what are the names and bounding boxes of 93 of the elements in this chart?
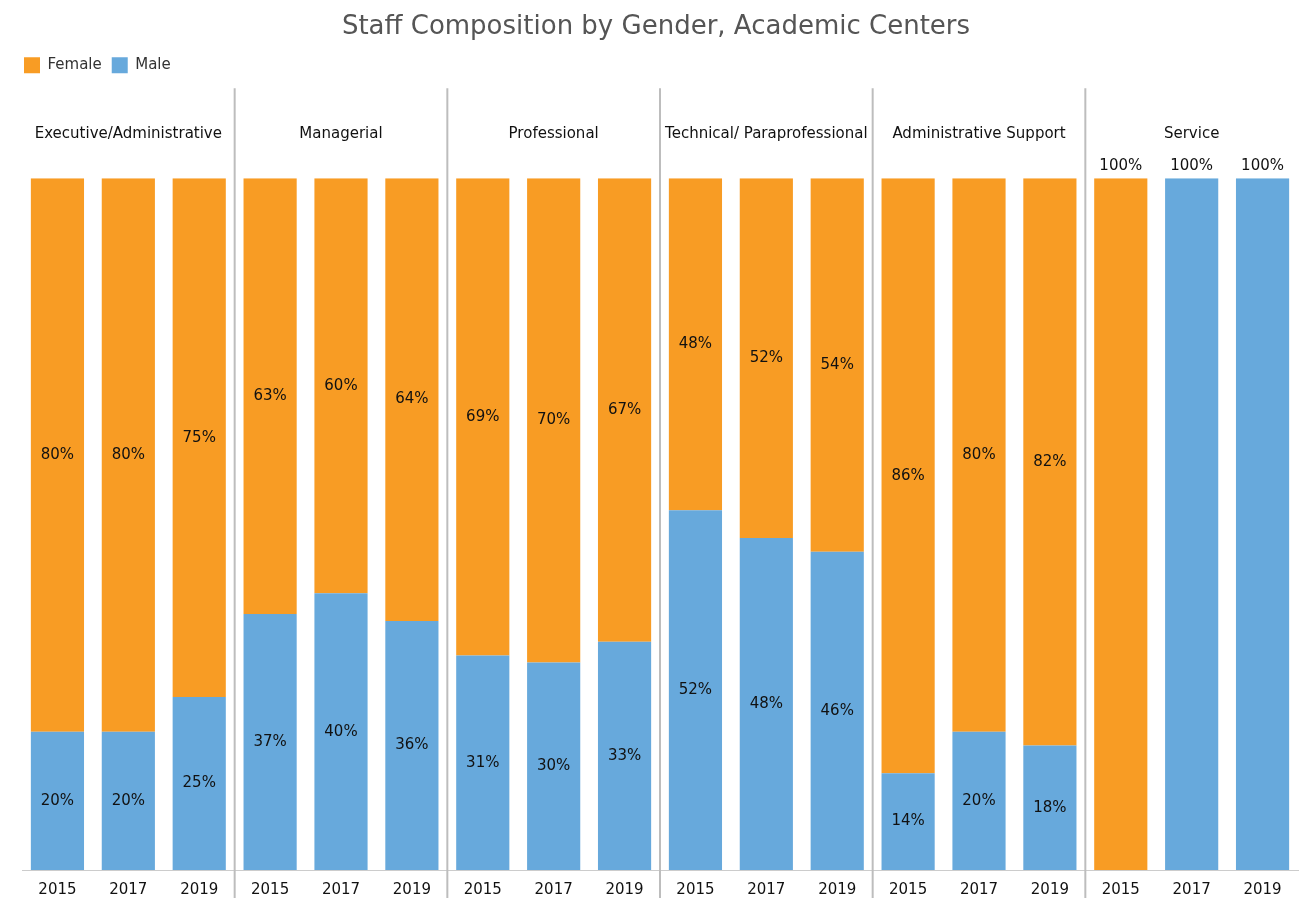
bar <box>314 593 368 870</box>
bar <box>810 178 864 552</box>
data-label: 33% <box>607 745 642 764</box>
x-tick-label: 2015 <box>463 879 502 898</box>
x-tick-label: 2017 <box>1172 879 1211 898</box>
data-label: 37% <box>253 731 287 750</box>
bar <box>597 178 652 642</box>
legend-label: Male <box>135 55 171 74</box>
data-label: 20% <box>40 790 75 809</box>
x-tick-label: 2019 <box>392 879 431 898</box>
data-label: 14% <box>891 811 925 830</box>
bar <box>881 178 935 774</box>
x-tick-label: 2017 <box>109 879 148 898</box>
x-tick-label: 2017 <box>321 879 361 898</box>
bar <box>30 178 85 732</box>
data-label: 67% <box>607 399 642 418</box>
x-tick-label: 2017 <box>534 879 573 898</box>
bar <box>243 614 297 870</box>
bar <box>172 697 226 870</box>
data-label: 69% <box>466 406 500 425</box>
text: Technical/ Paraprofessional <box>664 124 868 143</box>
x-tick-label: 2015 <box>1101 879 1140 898</box>
legend-label: Female <box>47 55 102 74</box>
bar <box>810 551 864 870</box>
bar <box>172 178 226 698</box>
data-label: 48% <box>678 334 713 353</box>
data-label: 100% <box>1170 156 1214 175</box>
bar <box>527 662 581 870</box>
data-label: 86% <box>891 465 925 484</box>
data-label: 18% <box>1033 797 1067 816</box>
x-tick-label: 2019 <box>818 879 857 898</box>
bar <box>385 620 439 870</box>
data-label: 48% <box>749 693 784 712</box>
x-tick-label: 2015 <box>889 879 928 898</box>
bar <box>952 178 1006 732</box>
data-label: 75% <box>182 427 216 446</box>
text: Administrative Support <box>892 124 1066 143</box>
bar <box>101 731 155 870</box>
data-label: 52% <box>749 347 784 366</box>
data-label: 54% <box>820 354 854 373</box>
text: Executive/Administrative <box>34 124 222 143</box>
x-tick-label: 2015 <box>676 879 715 898</box>
x-tick-label: 2019 <box>180 879 219 898</box>
bar <box>1023 745 1077 870</box>
bar <box>1165 178 1219 870</box>
data-label: 80% <box>111 444 146 463</box>
x-tick-label: 2017 <box>747 879 786 898</box>
data-label: 100% <box>1099 156 1143 175</box>
x-tick-label: 2015 <box>251 879 290 898</box>
x-tick-label: 2017 <box>959 879 999 898</box>
bar <box>952 731 1006 870</box>
bar <box>243 178 297 615</box>
data-label: 46% <box>820 700 854 719</box>
bar <box>597 641 652 870</box>
bar <box>668 178 723 511</box>
data-label: 70% <box>536 410 571 429</box>
data-label: 82% <box>1033 451 1067 470</box>
data-label: 52% <box>678 680 713 699</box>
bar <box>456 655 510 870</box>
bar <box>1094 178 1148 870</box>
data-label: 31% <box>466 752 500 771</box>
bar <box>456 178 510 656</box>
data-label: 80% <box>962 444 996 463</box>
bar <box>1023 178 1077 746</box>
text: Service <box>1163 124 1220 143</box>
data-label: 80% <box>40 444 75 463</box>
bar <box>1235 178 1290 870</box>
data-label: 30% <box>536 756 571 775</box>
chart-title: Staff Composition by Gender, Academic Centers <box>341 10 971 41</box>
bar <box>101 178 155 732</box>
bar <box>527 178 581 663</box>
data-label: 20% <box>962 790 996 809</box>
bar <box>668 510 723 870</box>
x-tick-label: 2019 <box>1243 879 1282 898</box>
bar <box>881 773 935 870</box>
x-tick-label: 2015 <box>38 879 77 898</box>
data-label: 60% <box>324 375 358 394</box>
x-tick-label: 2019 <box>605 879 644 898</box>
bar <box>314 178 368 594</box>
data-label: 36% <box>395 735 429 754</box>
x-tick-label: 2019 <box>1030 879 1069 898</box>
text: Managerial <box>299 124 383 143</box>
data-label: 25% <box>182 773 216 792</box>
data-label: 63% <box>253 386 287 405</box>
bar <box>739 537 793 870</box>
data-label: 64% <box>395 389 429 408</box>
bar <box>30 731 85 870</box>
bar <box>739 178 793 538</box>
data-label: 20% <box>111 790 146 809</box>
data-label: 40% <box>324 721 358 740</box>
text: Professional <box>508 124 599 143</box>
bar <box>385 178 439 621</box>
data-label: 100% <box>1241 156 1284 175</box>
